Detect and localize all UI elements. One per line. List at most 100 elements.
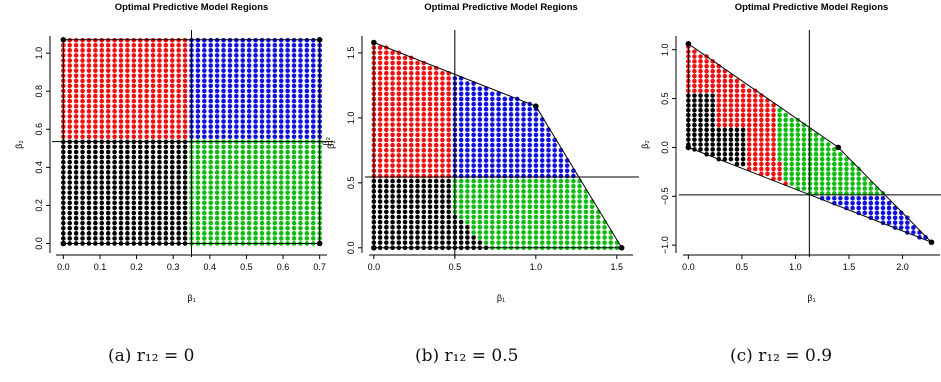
point-blue [221, 68, 226, 73]
point-black [67, 236, 73, 241]
point-green [583, 214, 589, 220]
point-green [789, 171, 795, 177]
point-black [73, 159, 79, 165]
point-black [93, 195, 98, 201]
point-red [157, 78, 162, 84]
point-red [446, 91, 451, 97]
point-blue [552, 142, 557, 148]
point-black [73, 185, 79, 190]
point-red [99, 63, 105, 68]
point-green [807, 142, 813, 147]
point-blue [227, 42, 233, 48]
point-black [86, 175, 92, 180]
point-red [427, 132, 433, 138]
point-black [105, 225, 111, 231]
point-black [408, 189, 414, 194]
point-red [67, 98, 73, 104]
point-red [144, 63, 149, 68]
point-red [93, 42, 98, 48]
point-black [415, 214, 420, 220]
point-black [163, 190, 169, 195]
point-red [150, 42, 156, 48]
point-red [384, 86, 389, 91]
point-green [214, 195, 220, 201]
point-red [86, 129, 92, 134]
point-black [710, 93, 715, 98]
point-green [577, 189, 582, 194]
point-black [163, 205, 169, 211]
point-blue [240, 53, 246, 58]
point-green [253, 175, 258, 180]
point-red [746, 166, 752, 172]
point-green [298, 215, 303, 221]
point-blue [298, 93, 303, 99]
point-black [73, 170, 79, 175]
point-black [80, 149, 85, 155]
point-red [692, 64, 697, 69]
point-blue [483, 122, 489, 127]
point-black [182, 185, 188, 190]
point-black [157, 154, 162, 160]
point-black [169, 220, 175, 226]
point-green [272, 154, 278, 160]
point-red [384, 132, 389, 138]
point-black [112, 149, 117, 155]
point-black [176, 220, 181, 226]
point-red [182, 93, 188, 99]
point-red [722, 117, 728, 123]
point-red [446, 127, 451, 133]
point-green [527, 199, 533, 204]
point-blue [310, 109, 316, 114]
point-green [789, 117, 795, 123]
point-black [471, 235, 476, 240]
point-green [832, 166, 837, 172]
point-green [777, 151, 782, 157]
point-blue [234, 134, 239, 140]
point-green [602, 235, 607, 240]
point-red [169, 58, 175, 63]
point-red [396, 117, 402, 122]
point-red [390, 60, 395, 66]
x-tick-label: 0.7 [313, 262, 326, 272]
point-black [427, 194, 433, 199]
point-green [783, 142, 788, 147]
point-blue [527, 117, 533, 122]
point-black [118, 200, 124, 206]
point-green [539, 214, 545, 220]
point-green [291, 185, 297, 190]
point-blue [246, 129, 252, 134]
point-blue [285, 73, 290, 79]
point-red [771, 156, 776, 162]
point-green [227, 215, 233, 221]
point-black [99, 180, 105, 185]
point-blue [272, 134, 278, 140]
point-blue [496, 137, 501, 143]
point-red [427, 158, 433, 163]
point-green [521, 204, 526, 210]
point-blue [310, 114, 316, 119]
point-red [427, 91, 433, 97]
point-red [433, 158, 439, 163]
point-blue [458, 112, 464, 117]
point-blue [856, 200, 861, 206]
point-blue [246, 93, 252, 99]
point-red [73, 119, 79, 124]
point-blue [214, 73, 220, 79]
point-blue [458, 147, 464, 153]
point-blue [202, 103, 207, 109]
point-blue [465, 122, 470, 127]
point-blue [465, 158, 470, 163]
point-red [169, 93, 175, 99]
point-red [176, 98, 181, 104]
point-green [266, 236, 271, 241]
point-blue [298, 129, 303, 134]
point-red [415, 168, 420, 174]
point-red [752, 137, 758, 142]
point-blue [278, 53, 284, 58]
point-black [402, 214, 408, 220]
point-green [272, 175, 278, 180]
point-green [496, 178, 501, 184]
point-blue [527, 168, 533, 174]
point-black [99, 159, 105, 165]
point-red [704, 88, 709, 94]
